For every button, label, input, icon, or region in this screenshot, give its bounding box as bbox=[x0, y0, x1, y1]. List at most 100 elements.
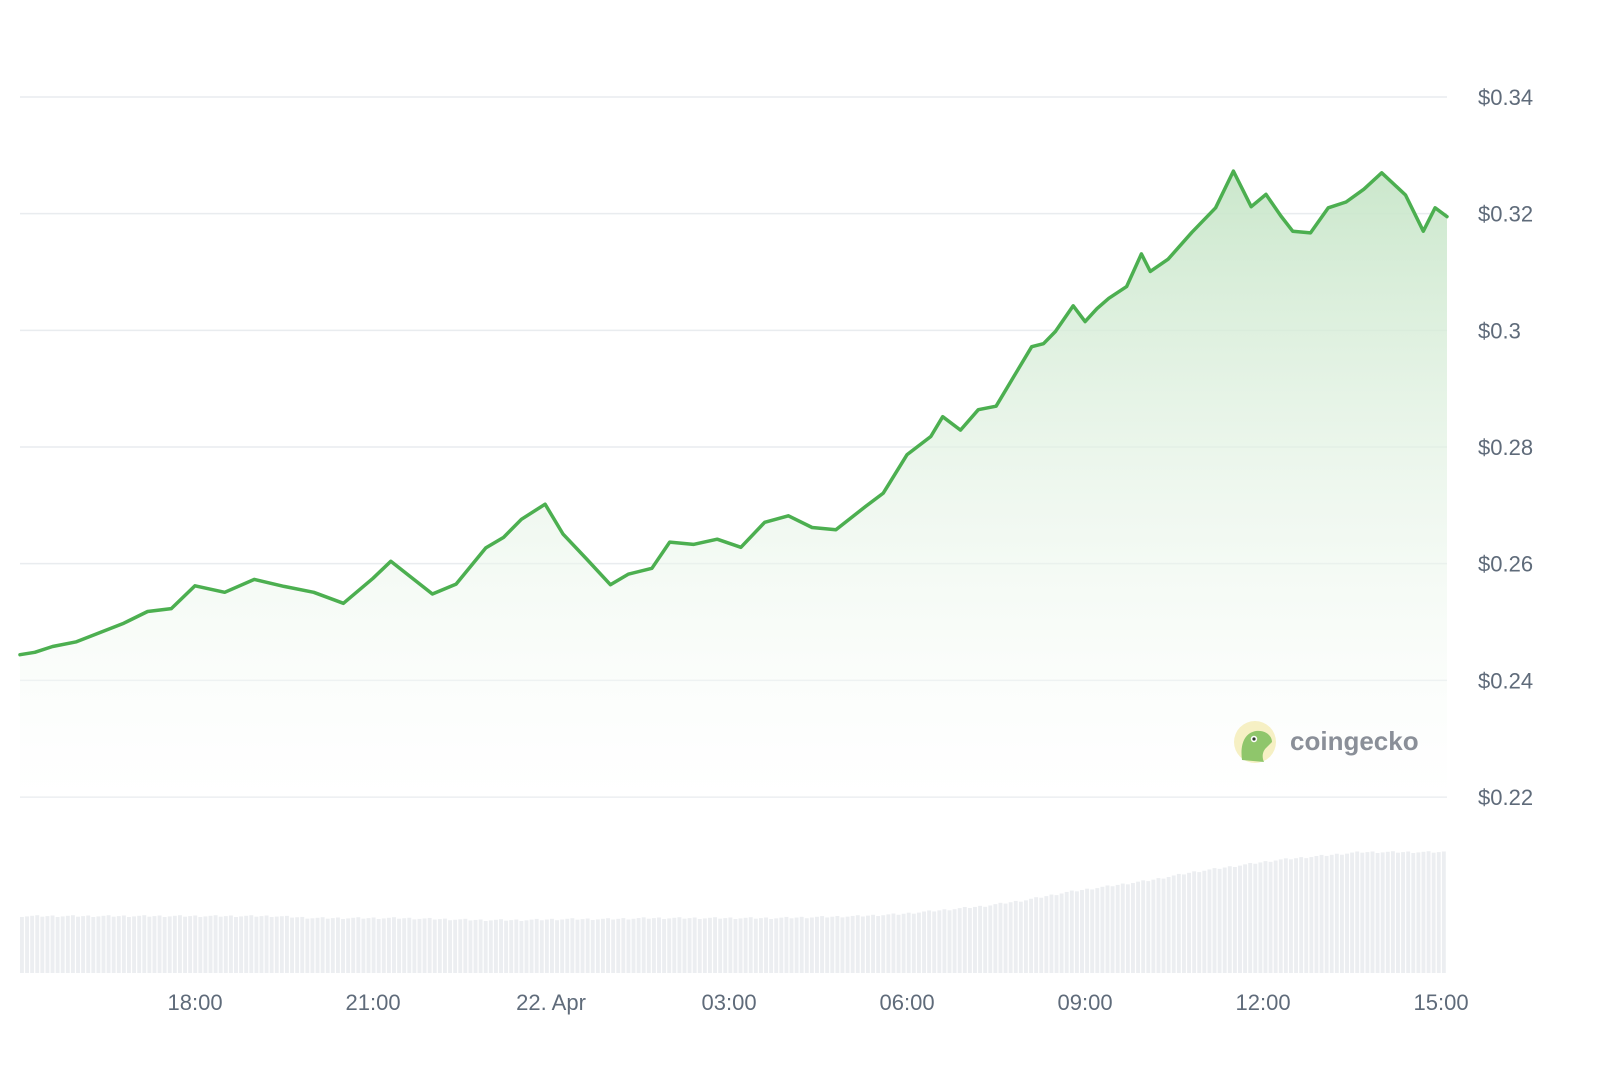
volume-bar bbox=[70, 915, 75, 973]
volume-bar bbox=[1350, 852, 1355, 973]
volume-bar bbox=[1289, 859, 1293, 973]
volume-bar bbox=[193, 915, 198, 973]
volume-bar bbox=[1217, 868, 1222, 973]
volume-bar bbox=[667, 918, 672, 973]
volume-bar bbox=[886, 914, 891, 973]
volume-bar bbox=[45, 916, 50, 973]
volume-bar bbox=[677, 917, 682, 973]
volume-bar bbox=[341, 919, 345, 973]
volume-bar bbox=[361, 918, 366, 973]
volume-bar bbox=[988, 905, 993, 973]
volume-bar bbox=[662, 919, 667, 973]
volume-bar bbox=[932, 911, 937, 973]
x-tick-label: 22. Apr bbox=[516, 990, 586, 1015]
volume-bar bbox=[432, 919, 437, 973]
volume-bar bbox=[40, 916, 45, 973]
volume-bar bbox=[672, 917, 677, 973]
volume-bar bbox=[478, 919, 483, 973]
volume-bar bbox=[116, 916, 121, 973]
volume-bar bbox=[1222, 867, 1227, 973]
volume-bar bbox=[682, 918, 687, 973]
volume-bar bbox=[993, 904, 998, 973]
price-line-group bbox=[18, 169, 1449, 657]
y-axis-ticks: $0.34 $0.32 $0.3 $0.28 $0.26 $0.24 $0.22 bbox=[1478, 85, 1533, 810]
volume-bar bbox=[815, 916, 819, 973]
volume-bar bbox=[1360, 852, 1365, 973]
volume-bar bbox=[641, 917, 646, 973]
volume-bar bbox=[152, 916, 157, 973]
volume-bar bbox=[973, 906, 977, 973]
volume-bar bbox=[1355, 851, 1360, 973]
volume-bar bbox=[386, 917, 391, 973]
volume-bar bbox=[1243, 864, 1248, 973]
volume-bar bbox=[330, 918, 335, 973]
volume-bar bbox=[320, 917, 325, 973]
x-tick-label: 21:00 bbox=[346, 990, 401, 1015]
volume-bar bbox=[55, 917, 60, 973]
volume-bar bbox=[504, 920, 509, 973]
volume-bar bbox=[687, 918, 692, 973]
volume-bar bbox=[285, 915, 289, 973]
volume-bar bbox=[208, 915, 213, 973]
volume-bar bbox=[550, 918, 554, 973]
volume-bar bbox=[1034, 897, 1039, 973]
volume-bar bbox=[957, 908, 962, 973]
volume-bar bbox=[860, 916, 865, 973]
volume-bar bbox=[1003, 903, 1008, 973]
volume-bar bbox=[514, 919, 519, 973]
volume-bar bbox=[1411, 853, 1416, 973]
volume-bar bbox=[1008, 902, 1013, 973]
volume-bar bbox=[305, 918, 310, 973]
volume-bar bbox=[1115, 884, 1120, 973]
watermark-brand-text: coingecko bbox=[1290, 726, 1419, 756]
volume-bar bbox=[1125, 884, 1130, 973]
volume-bar bbox=[631, 918, 636, 973]
volume-bar bbox=[738, 918, 743, 973]
volume-bar bbox=[1319, 854, 1324, 973]
volume-bar bbox=[876, 916, 881, 973]
volume-bar bbox=[784, 916, 789, 973]
volume-bar bbox=[335, 917, 340, 973]
volume-bar bbox=[1441, 851, 1446, 973]
volume-bar bbox=[758, 918, 763, 973]
volume-bar bbox=[1304, 858, 1309, 973]
volume-bar bbox=[713, 917, 718, 973]
x-tick-label: 09:00 bbox=[1058, 990, 1113, 1015]
volume-bar bbox=[1181, 874, 1186, 973]
volume-bar bbox=[560, 919, 565, 973]
volume-bar bbox=[499, 919, 503, 973]
volume-bar bbox=[621, 918, 626, 973]
x-tick-label: 12:00 bbox=[1236, 990, 1291, 1015]
volume-bar bbox=[1049, 894, 1054, 973]
x-tick-label: 18:00 bbox=[168, 990, 223, 1015]
volume-bar bbox=[244, 915, 249, 973]
volume-bar bbox=[1064, 891, 1069, 973]
volume-bar bbox=[718, 918, 723, 973]
volume-bar bbox=[1039, 897, 1044, 973]
volume-bar bbox=[590, 920, 595, 973]
volume-bar bbox=[381, 918, 386, 973]
volume-bar bbox=[809, 917, 814, 973]
volume-bar bbox=[723, 918, 728, 973]
volume-bar bbox=[616, 918, 621, 973]
volume-bar bbox=[96, 916, 101, 973]
volume-bar bbox=[1090, 889, 1095, 973]
volume-bar bbox=[1380, 852, 1385, 973]
volume-bar bbox=[779, 917, 784, 973]
volume-bar bbox=[86, 915, 91, 973]
volume-bar bbox=[983, 906, 988, 973]
volume-bar bbox=[1131, 883, 1135, 973]
volume-bar bbox=[1365, 852, 1370, 973]
volume-bar bbox=[1324, 855, 1329, 973]
volume-bar bbox=[1294, 858, 1299, 973]
volume-bar bbox=[259, 916, 264, 973]
volume-bar bbox=[1416, 852, 1421, 973]
volume-bar bbox=[121, 915, 126, 973]
volume-bar bbox=[1238, 865, 1242, 973]
volume-bar bbox=[1227, 866, 1232, 973]
volume-bar bbox=[1080, 890, 1084, 973]
coingecko-watermark: coingecko bbox=[1234, 721, 1419, 763]
volume-bar bbox=[1197, 872, 1202, 973]
volume-bar bbox=[764, 917, 768, 973]
volume-bar bbox=[356, 917, 361, 973]
